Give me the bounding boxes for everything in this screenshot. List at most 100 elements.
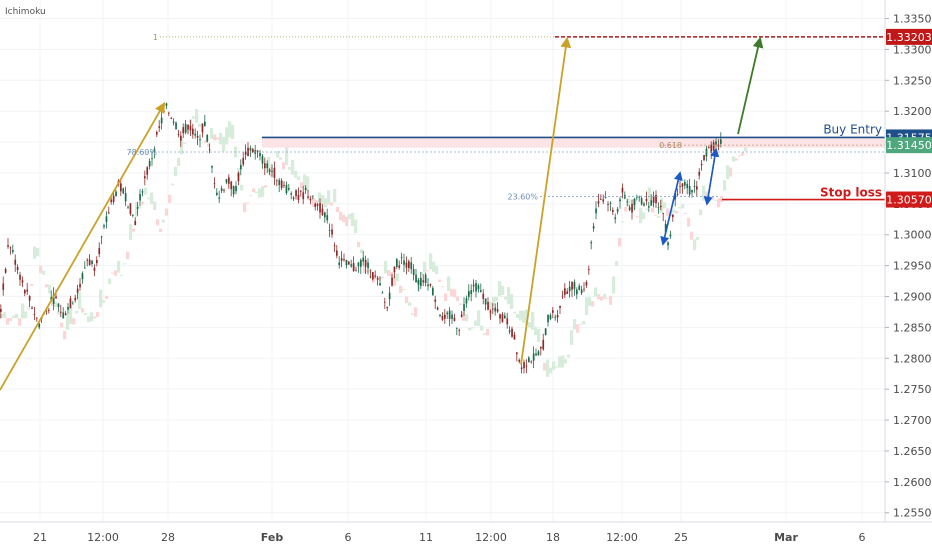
candle-body xyxy=(708,147,710,148)
cloud-segment xyxy=(63,330,67,340)
candle-body xyxy=(338,262,341,266)
candle-body xyxy=(2,283,5,290)
cloud-segment xyxy=(510,293,514,309)
candle-body xyxy=(288,187,290,190)
y-tick-label: 1.27000 xyxy=(893,414,932,427)
cloud-segment xyxy=(360,249,364,254)
cloud-segment xyxy=(171,183,175,186)
candle-body xyxy=(415,274,417,283)
candle-body xyxy=(232,186,235,195)
cloud-segment xyxy=(6,318,10,325)
cloud-segment xyxy=(627,198,631,207)
candle-body xyxy=(309,198,312,201)
cloud-segment xyxy=(75,310,79,314)
stop-loss-label: Stop loss xyxy=(820,186,882,200)
y-tick-label: 1.32000 xyxy=(893,105,932,118)
cloud-segment xyxy=(213,134,217,141)
candle-body xyxy=(300,190,302,192)
cloud-segment xyxy=(318,192,322,203)
candle-body xyxy=(542,339,545,350)
cloud-segment xyxy=(156,219,160,226)
cloud-segment xyxy=(216,137,220,140)
candle-body xyxy=(324,212,326,218)
buy-entry-zone xyxy=(262,137,885,148)
cloud-segment xyxy=(639,207,643,224)
cloud-segment xyxy=(150,192,154,204)
candle-body xyxy=(439,314,441,317)
candle-body xyxy=(237,172,240,182)
cloud-segment xyxy=(465,314,469,322)
candle-body xyxy=(662,213,665,214)
candle-body xyxy=(492,308,494,310)
candle-body xyxy=(100,236,103,238)
candle-body xyxy=(348,261,350,265)
candle-body xyxy=(321,208,324,215)
candle-body xyxy=(7,245,9,247)
candle-body xyxy=(153,148,156,153)
candle-body xyxy=(705,148,708,157)
candle-body xyxy=(74,297,77,301)
candle-body xyxy=(165,103,168,106)
cloud-segment xyxy=(735,158,739,161)
cloud-segment xyxy=(642,212,646,220)
candle-body xyxy=(273,167,276,178)
candle-body xyxy=(177,134,180,135)
candle-body xyxy=(170,118,173,119)
x-tick-label: 28 xyxy=(161,531,175,544)
candle-body xyxy=(640,198,643,205)
cloud-segment xyxy=(30,284,34,286)
candle-body xyxy=(619,199,621,202)
candle-body xyxy=(156,132,158,135)
cloud-segment xyxy=(21,303,25,319)
candle-body xyxy=(127,206,129,208)
cloud-segment xyxy=(249,195,253,197)
candle-body xyxy=(211,166,213,168)
candle-body xyxy=(626,201,629,203)
candle-body xyxy=(76,288,79,293)
cloud-segment xyxy=(384,261,388,274)
cloud-segment xyxy=(552,361,556,370)
cloud-segment xyxy=(72,318,76,325)
cloud-segment xyxy=(15,313,19,319)
candle-body xyxy=(564,288,566,295)
cloud-segment xyxy=(516,314,520,319)
cloud-segment xyxy=(468,328,472,331)
candle-body xyxy=(24,290,26,294)
cloud-segment xyxy=(570,330,574,345)
candle-body xyxy=(422,280,425,283)
candle-body xyxy=(516,352,518,355)
cloud-segment xyxy=(411,313,415,316)
candle-body xyxy=(547,314,549,323)
candle-body xyxy=(472,284,475,287)
candle-body xyxy=(60,311,62,313)
candle-body xyxy=(0,308,2,312)
candle-body xyxy=(247,147,249,157)
candle-body xyxy=(290,193,293,195)
candle-body xyxy=(528,357,530,363)
candle-body xyxy=(196,136,199,138)
cloud-segment xyxy=(660,197,664,214)
candle-body xyxy=(655,194,657,204)
x-tick-label: Feb xyxy=(261,531,284,544)
candle-body xyxy=(264,163,266,169)
candle-body xyxy=(578,285,581,290)
fib-786-label: 78.60% xyxy=(126,148,157,157)
candle-body xyxy=(235,185,237,192)
candle-body xyxy=(180,135,182,141)
cloud-segment xyxy=(231,124,235,139)
candle-body xyxy=(160,117,163,124)
candle-body xyxy=(424,274,427,283)
candle-body xyxy=(16,266,19,270)
cloud-segment xyxy=(282,162,286,170)
cloud-segment xyxy=(345,216,349,227)
candle-body xyxy=(417,279,420,285)
cloud-segment xyxy=(456,296,460,302)
y-tick-label: 1.29500 xyxy=(893,260,932,273)
candle-body xyxy=(189,125,192,131)
fib-236-label: 23.60% xyxy=(507,192,538,201)
candle-body xyxy=(50,296,53,301)
candle-body xyxy=(148,161,151,167)
candle-body xyxy=(326,215,329,221)
